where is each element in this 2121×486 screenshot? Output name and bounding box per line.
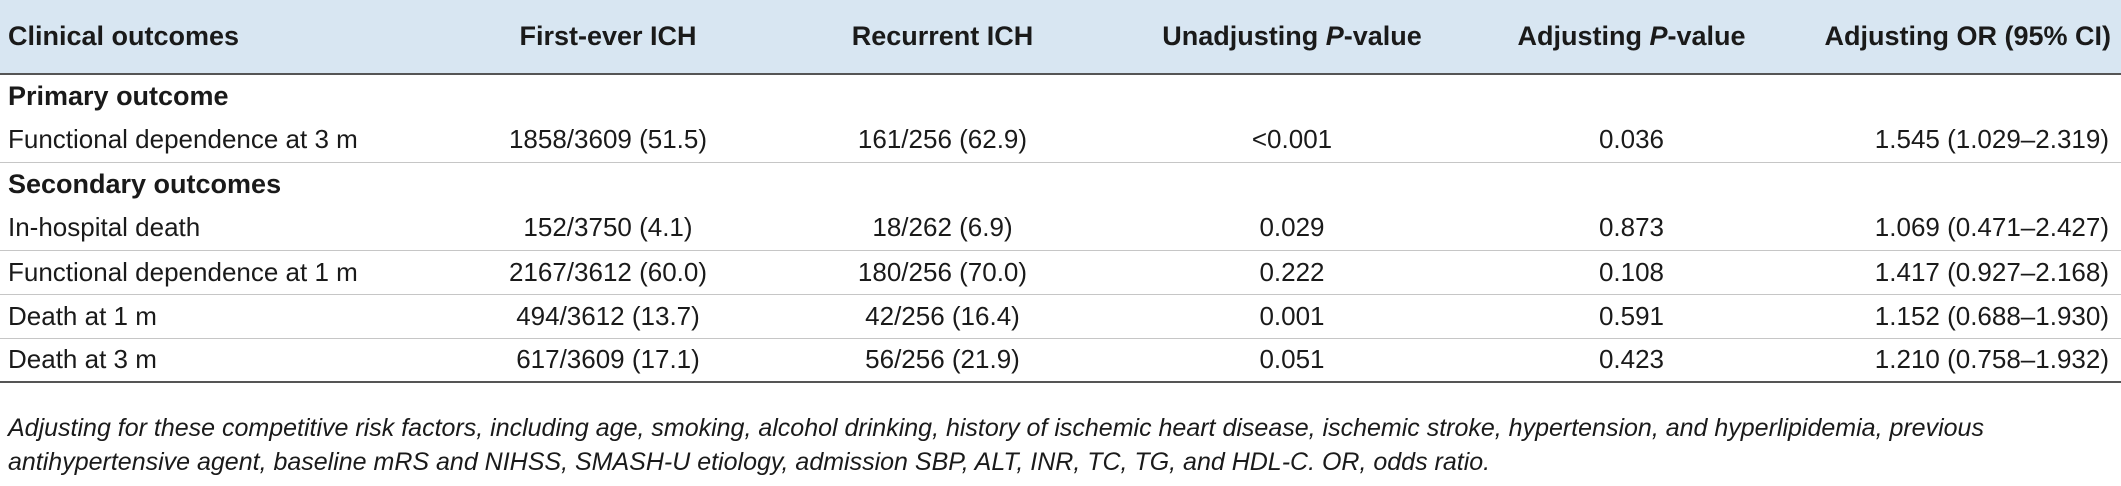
cell-unadj-p: <0.001 [1109, 118, 1475, 163]
cell-outcome: Functional dependence at 3 m [0, 118, 440, 163]
header-unadj-suffix: -value [1343, 21, 1422, 51]
header-unadj-p: P [1325, 21, 1344, 51]
cell-adj-or: 1.417 (0.927–2.168) [1788, 250, 2121, 295]
cell-first-ever: 1858/3609 (51.5) [440, 118, 776, 163]
cell-adj-or: 1.152 (0.688–1.930) [1788, 294, 2121, 339]
cell-recurrent: 56/256 (21.9) [776, 338, 1109, 383]
cell-outcome: In-hospital death [0, 206, 440, 251]
table-body: Primary outcome Functional dependence at… [0, 74, 2121, 383]
cell-outcome: Death at 1 m [0, 294, 440, 339]
cell-adj-p: 0.036 [1475, 118, 1788, 163]
cell-outcome: Functional dependence at 1 m [0, 250, 440, 295]
header-recurrent-ich: Recurrent ICH [776, 0, 1109, 75]
section-label-secondary: Secondary outcomes [8, 168, 282, 199]
table-footnote: Adjusting for these competitive risk fac… [8, 414, 1984, 476]
cell-unadj-p: 0.001 [1109, 294, 1475, 339]
table-row: In-hospital death 152/3750 (4.1) 18/262 … [0, 206, 2121, 251]
table-row: Functional dependence at 3 m 1858/3609 (… [0, 118, 2121, 163]
cell-adj-p: 0.591 [1475, 294, 1788, 339]
cell-unadj-p: 0.051 [1109, 338, 1475, 383]
cell-recurrent: 180/256 (70.0) [776, 250, 1109, 295]
header-adjusting-or: Adjusting OR (95% CI) [1788, 0, 2121, 75]
cell-adj-or: 1.545 (1.029–2.319) [1788, 118, 2121, 163]
cell-recurrent: 18/262 (6.9) [776, 206, 1109, 251]
cell-unadj-p: 0.222 [1109, 250, 1475, 295]
header-unadjusting-p-value: Unadjusting P-value [1109, 0, 1475, 75]
cell-adj-or: 1.069 (0.471–2.427) [1788, 206, 2121, 251]
header-first-ever-ich: First-ever ICH [440, 0, 776, 75]
table-row: Death at 1 m 494/3612 (13.7) 42/256 (16.… [0, 294, 2121, 339]
table-row: Death at 3 m 617/3609 (17.1) 56/256 (21.… [0, 338, 2121, 383]
cell-adj-p: 0.108 [1475, 250, 1788, 295]
cell-outcome: Death at 3 m [0, 338, 440, 383]
section-row-secondary: Secondary outcomes [0, 162, 2121, 206]
outcomes-table: Clinical outcomes First-ever ICH Recurre… [0, 0, 2121, 383]
cell-recurrent: 42/256 (16.4) [776, 294, 1109, 339]
cell-first-ever: 617/3609 (17.1) [440, 338, 776, 383]
section-label-primary: Primary outcome [8, 81, 229, 111]
table-row: Functional dependence at 1 m 2167/3612 (… [0, 250, 2121, 295]
header-row: Clinical outcomes First-ever ICH Recurre… [0, 0, 2121, 75]
section-row-primary: Primary outcome [0, 74, 2121, 118]
header-adjusting-p-value: Adjusting P-value [1475, 0, 1788, 75]
cell-adj-p: 0.423 [1475, 338, 1788, 383]
cell-unadj-p: 0.029 [1109, 206, 1475, 251]
header-unadj-prefix: Unadjusting [1162, 21, 1326, 51]
cell-first-ever: 494/3612 (13.7) [440, 294, 776, 339]
cell-recurrent: 161/256 (62.9) [776, 118, 1109, 163]
cell-adj-or: 1.210 (0.758–1.932) [1788, 338, 2121, 383]
header-clinical-outcomes: Clinical outcomes [0, 0, 440, 75]
header-adj-prefix: Adjusting [1517, 21, 1650, 51]
cell-first-ever: 2167/3612 (60.0) [440, 250, 776, 295]
cell-adj-p: 0.873 [1475, 206, 1788, 251]
table-header: Clinical outcomes First-ever ICH Recurre… [0, 0, 2121, 75]
header-adj-p: P [1649, 21, 1668, 51]
header-adj-suffix: -value [1667, 21, 1746, 51]
cell-first-ever: 152/3750 (4.1) [440, 206, 776, 251]
